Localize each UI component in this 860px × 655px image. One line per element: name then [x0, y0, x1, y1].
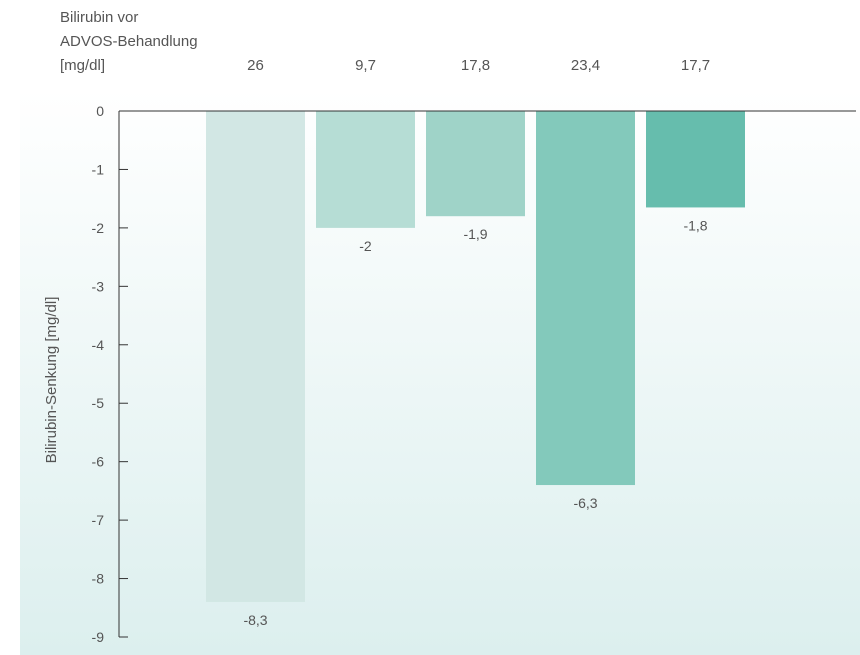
y-tick-label: -9: [92, 629, 105, 645]
y-tick-label: -3: [92, 278, 105, 294]
y-tick-label: -7: [92, 512, 105, 528]
y-tick-label: -5: [92, 395, 105, 411]
bars: [206, 111, 745, 602]
y-axis-label: Bilirubin-Senkung [mg/dl]: [43, 297, 60, 464]
bar-value-label: -1,8: [683, 217, 707, 233]
header-title-line: Bilirubin vor: [60, 9, 138, 26]
bar: [536, 111, 635, 486]
bar-value-label: -8,3: [243, 612, 267, 628]
header-value: 17,8: [461, 57, 490, 74]
y-tick-label: -1: [92, 161, 105, 177]
bar-value-label: -2: [359, 238, 372, 254]
header-values: 26 9,7 17,8 23,4 17,7: [247, 57, 710, 74]
y-tick-label: 0: [96, 103, 104, 119]
y-tick-label: -6: [92, 454, 105, 470]
header-value: 17,7: [681, 57, 710, 74]
bar: [316, 111, 415, 228]
bar-value-label: -6,3: [573, 495, 597, 511]
bar: [646, 111, 745, 208]
header-title-line: ADVOS-Behandlung: [60, 33, 198, 50]
header-value: 9,7: [355, 57, 376, 74]
y-tick-label: -2: [92, 220, 105, 236]
header-value: 26: [247, 57, 264, 74]
bar-value-label: -1,9: [463, 226, 487, 242]
y-tick-label: -4: [92, 337, 105, 353]
bar: [206, 111, 305, 602]
bar: [426, 111, 525, 217]
header-title: Bilirubin vor ADVOS-Behandlung [mg/dl]: [60, 9, 198, 74]
y-ticks: 0 -1 -2 -3 -4 -5 -6 -7 -8 -9: [92, 103, 128, 645]
bar-value-labels: -8,3 -2 -1,9 -6,3 -1,8: [243, 217, 707, 628]
header-title-line: [mg/dl]: [60, 57, 105, 74]
header-value: 23,4: [571, 57, 600, 74]
y-tick-label: -8: [92, 571, 105, 587]
